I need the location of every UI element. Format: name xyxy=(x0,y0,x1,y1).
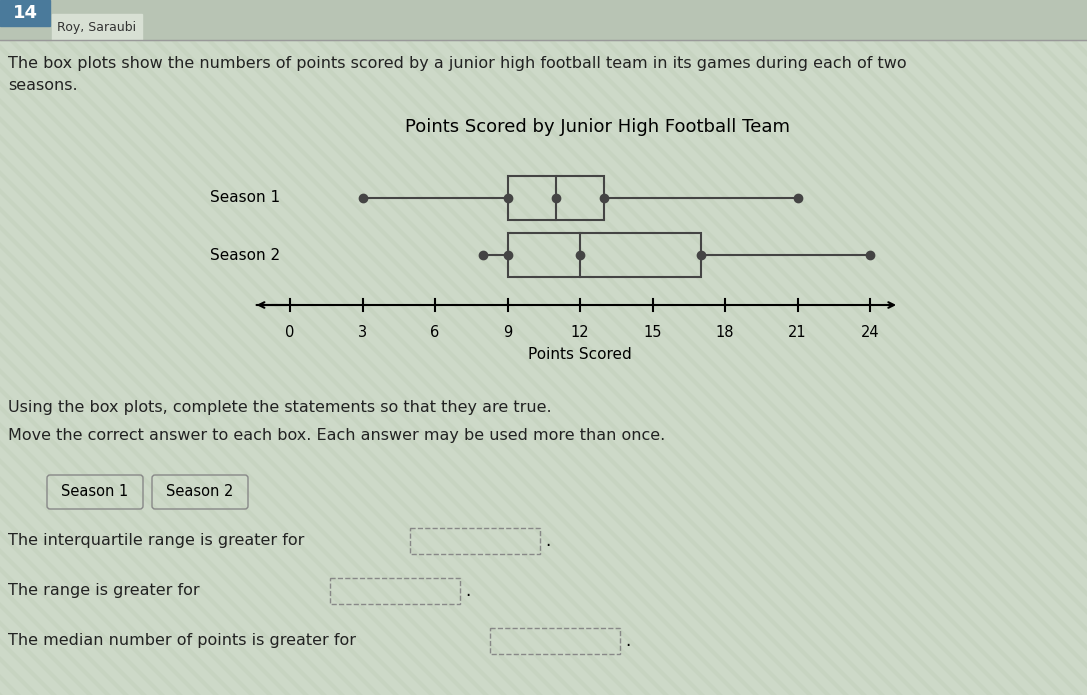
Text: Season 1: Season 1 xyxy=(61,484,128,500)
Text: Roy, Saraubi: Roy, Saraubi xyxy=(58,20,137,33)
Bar xyxy=(508,233,701,277)
Bar xyxy=(330,578,460,604)
Bar xyxy=(0,0,1087,40)
Text: The box plots show the numbers of points scored by a junior high football team i: The box plots show the numbers of points… xyxy=(8,56,907,71)
Text: 0: 0 xyxy=(285,325,295,340)
Text: 12: 12 xyxy=(571,325,589,340)
Text: .: . xyxy=(625,632,630,650)
Text: Move the correct answer to each box. Each answer may be used more than once.: Move the correct answer to each box. Eac… xyxy=(8,428,665,443)
Bar xyxy=(410,528,540,554)
Text: 3: 3 xyxy=(358,325,367,340)
Text: seasons.: seasons. xyxy=(8,78,77,93)
Bar xyxy=(52,14,142,40)
Text: 15: 15 xyxy=(644,325,662,340)
Bar xyxy=(0,0,50,26)
Text: 6: 6 xyxy=(430,325,439,340)
Text: .: . xyxy=(465,582,471,600)
Bar xyxy=(508,176,604,220)
Text: The median number of points is greater for: The median number of points is greater f… xyxy=(8,634,357,648)
Text: 24: 24 xyxy=(861,325,879,340)
Text: Points Scored by Junior High Football Team: Points Scored by Junior High Football Te… xyxy=(405,118,790,136)
Text: Season 2: Season 2 xyxy=(210,247,280,263)
Text: 14: 14 xyxy=(12,4,37,22)
Text: 21: 21 xyxy=(788,325,807,340)
Text: .: . xyxy=(545,532,550,550)
Text: The range is greater for: The range is greater for xyxy=(8,584,200,598)
Text: 18: 18 xyxy=(715,325,734,340)
Text: Season 2: Season 2 xyxy=(166,484,234,500)
Text: Season 1: Season 1 xyxy=(210,190,280,206)
Bar xyxy=(490,628,620,654)
Text: Points Scored: Points Scored xyxy=(528,347,632,362)
Text: 9: 9 xyxy=(503,325,512,340)
Text: Using the box plots, complete the statements so that they are true.: Using the box plots, complete the statem… xyxy=(8,400,551,415)
Text: The interquartile range is greater for: The interquartile range is greater for xyxy=(8,534,304,548)
